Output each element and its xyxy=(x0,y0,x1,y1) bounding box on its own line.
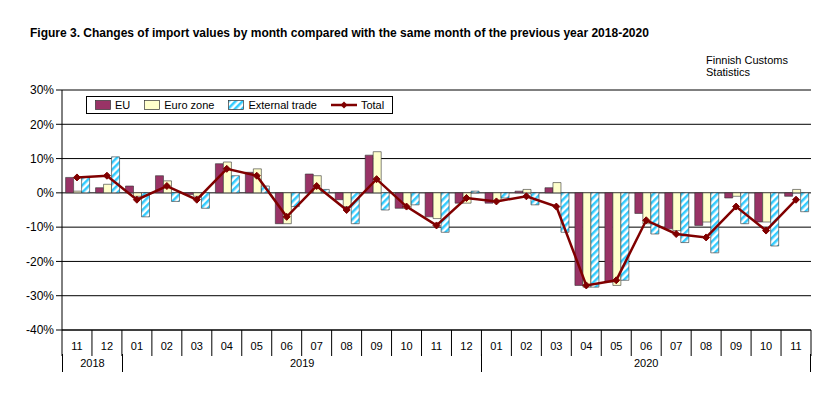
html-text:2019: 2019 xyxy=(289,357,315,369)
svg-text:12: 12 xyxy=(460,340,472,352)
svg-text:-10%: -10% xyxy=(26,220,54,234)
svg-text:03: 03 xyxy=(191,340,203,352)
svg-text:10: 10 xyxy=(400,340,412,352)
svg-text:02: 02 xyxy=(161,340,173,352)
svg-text:06: 06 xyxy=(281,340,293,352)
svg-text:11: 11 xyxy=(71,340,82,352)
svg-text:04: 04 xyxy=(580,340,592,352)
svg-text:04: 04 xyxy=(221,340,233,352)
svg-text:05: 05 xyxy=(251,340,263,352)
html-text:Total: Total xyxy=(360,99,385,111)
svg-text:09: 09 xyxy=(730,340,742,352)
svg-text:08: 08 xyxy=(700,340,712,352)
svg-text:-30%: -30% xyxy=(26,289,54,303)
svg-text:10%: 10% xyxy=(30,152,54,166)
html-text:EU: EU xyxy=(115,99,131,111)
html-text:Euro zone: Euro zone xyxy=(164,99,215,111)
svg-text:08: 08 xyxy=(340,340,352,352)
svg-text:05: 05 xyxy=(610,340,622,352)
svg-text:09: 09 xyxy=(370,340,382,352)
svg-text:01: 01 xyxy=(490,340,502,352)
svg-text:07: 07 xyxy=(670,340,682,352)
html-text:2020: 2020 xyxy=(634,357,659,369)
svg-text:03: 03 xyxy=(550,340,562,352)
html-text:External trade: External trade xyxy=(248,99,317,111)
svg-text:10: 10 xyxy=(760,340,772,352)
svg-text:01: 01 xyxy=(131,340,143,352)
html-text:2018: 2018 xyxy=(80,357,105,369)
svg-text:07: 07 xyxy=(311,340,323,352)
svg-text:12: 12 xyxy=(101,340,113,352)
svg-text:20%: 20% xyxy=(30,118,54,132)
svg-text:11: 11 xyxy=(790,340,801,352)
svg-text:06: 06 xyxy=(640,340,652,352)
svg-text:-40%: -40% xyxy=(26,323,54,337)
html-text:Finnish Customs Statistics: Finnish Customs Statistics xyxy=(706,54,788,78)
svg-text:11: 11 xyxy=(431,340,442,352)
html-text:Figure 3. Changes of import va: Figure 3. Changes of import values by mo… xyxy=(30,26,649,40)
svg-text:-20%: -20% xyxy=(26,255,54,269)
svg-text:0%: 0% xyxy=(37,186,55,200)
svg-text:30%: 30% xyxy=(30,83,54,97)
svg-text:02: 02 xyxy=(520,340,532,352)
